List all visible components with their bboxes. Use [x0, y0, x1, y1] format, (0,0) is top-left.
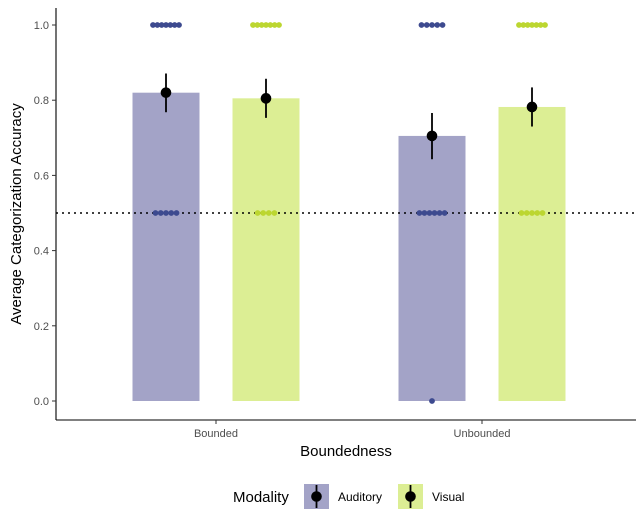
data-point-auditory — [171, 22, 178, 28]
legend: Modality Auditory Visual — [233, 484, 464, 509]
bar-visual-unbounded — [498, 106, 566, 401]
mean-point — [526, 101, 538, 113]
data-point-auditory — [176, 22, 182, 28]
mean-point — [260, 93, 272, 104]
data-point-auditory — [150, 22, 156, 28]
data-point-auditory — [158, 22, 165, 28]
data-point-auditory — [423, 22, 430, 28]
data-point-auditory — [152, 210, 159, 216]
data-point-visual — [265, 210, 272, 216]
mean-point — [160, 87, 172, 98]
x-tick-label: Bounded — [194, 428, 238, 440]
data-point-visual — [267, 22, 274, 28]
data-point-auditory — [168, 210, 175, 216]
data-point-auditory — [154, 22, 161, 28]
y-axis-title: Average Categorization Accuracy — [8, 103, 25, 325]
data-point-visual — [534, 210, 541, 216]
data-point-visual — [542, 22, 548, 28]
data-point-auditory — [418, 22, 425, 28]
y-tick-label: 0.8 — [34, 95, 49, 107]
data-point-visual — [537, 22, 544, 28]
mean-point — [426, 130, 438, 142]
data-point-auditory — [163, 210, 169, 216]
data-point-auditory — [173, 210, 180, 216]
y-tick-label: 0.2 — [34, 321, 49, 333]
data-point-auditory — [436, 210, 443, 216]
data-point-visual — [529, 22, 535, 28]
axes: Average Categorization Accuracy Boundedn… — [8, 8, 636, 460]
data-point-visual — [523, 210, 530, 216]
data-point-auditory — [434, 22, 441, 28]
data-point-auditory — [429, 22, 435, 28]
data-point-visual — [529, 210, 535, 216]
y-tick-label: 0.0 — [34, 396, 49, 408]
data-point-auditory — [163, 22, 169, 28]
bar-visual-bounded — [232, 98, 300, 401]
data-point-visual — [254, 210, 261, 216]
legend-key-point — [311, 491, 322, 502]
data-point-visual — [276, 22, 282, 28]
data-point-auditory — [439, 22, 446, 28]
data-point-visual — [516, 22, 522, 28]
legend-label-auditory: Auditory — [338, 490, 382, 504]
legend-title: Modality — [233, 489, 289, 506]
data-point-auditory — [426, 210, 433, 216]
data-point-visual — [254, 22, 261, 28]
bar-auditory-bounded — [132, 92, 200, 402]
data-point-visual — [263, 22, 269, 28]
data-point-auditory — [429, 398, 435, 404]
data-point-visual — [260, 210, 267, 216]
data-point-auditory — [167, 22, 174, 28]
data-point-visual — [518, 210, 525, 216]
plot-area — [56, 22, 636, 404]
data-point-auditory — [431, 210, 438, 216]
y-tick-label: 1.0 — [34, 20, 49, 32]
y-tick-label: 0.6 — [34, 170, 49, 182]
data-point-visual — [524, 22, 531, 28]
data-point-visual — [539, 210, 546, 216]
data-point-visual — [271, 22, 278, 28]
data-point-auditory — [441, 210, 448, 216]
y-tick-label: 0.4 — [34, 246, 49, 258]
data-point-visual — [533, 22, 540, 28]
legend-key-point — [405, 491, 416, 502]
bar-auditory-unbounded — [398, 135, 466, 402]
data-point-visual — [520, 22, 527, 28]
data-point-auditory — [421, 210, 428, 216]
x-tick-label: Unbounded — [454, 428, 511, 440]
data-point-visual — [250, 22, 256, 28]
x-axis-title: Boundedness — [300, 443, 392, 460]
data-point-auditory — [157, 210, 164, 216]
legend-label-visual: Visual — [432, 490, 464, 504]
data-point-visual — [271, 210, 278, 216]
data-point-auditory — [416, 210, 423, 216]
data-point-visual — [258, 22, 265, 28]
